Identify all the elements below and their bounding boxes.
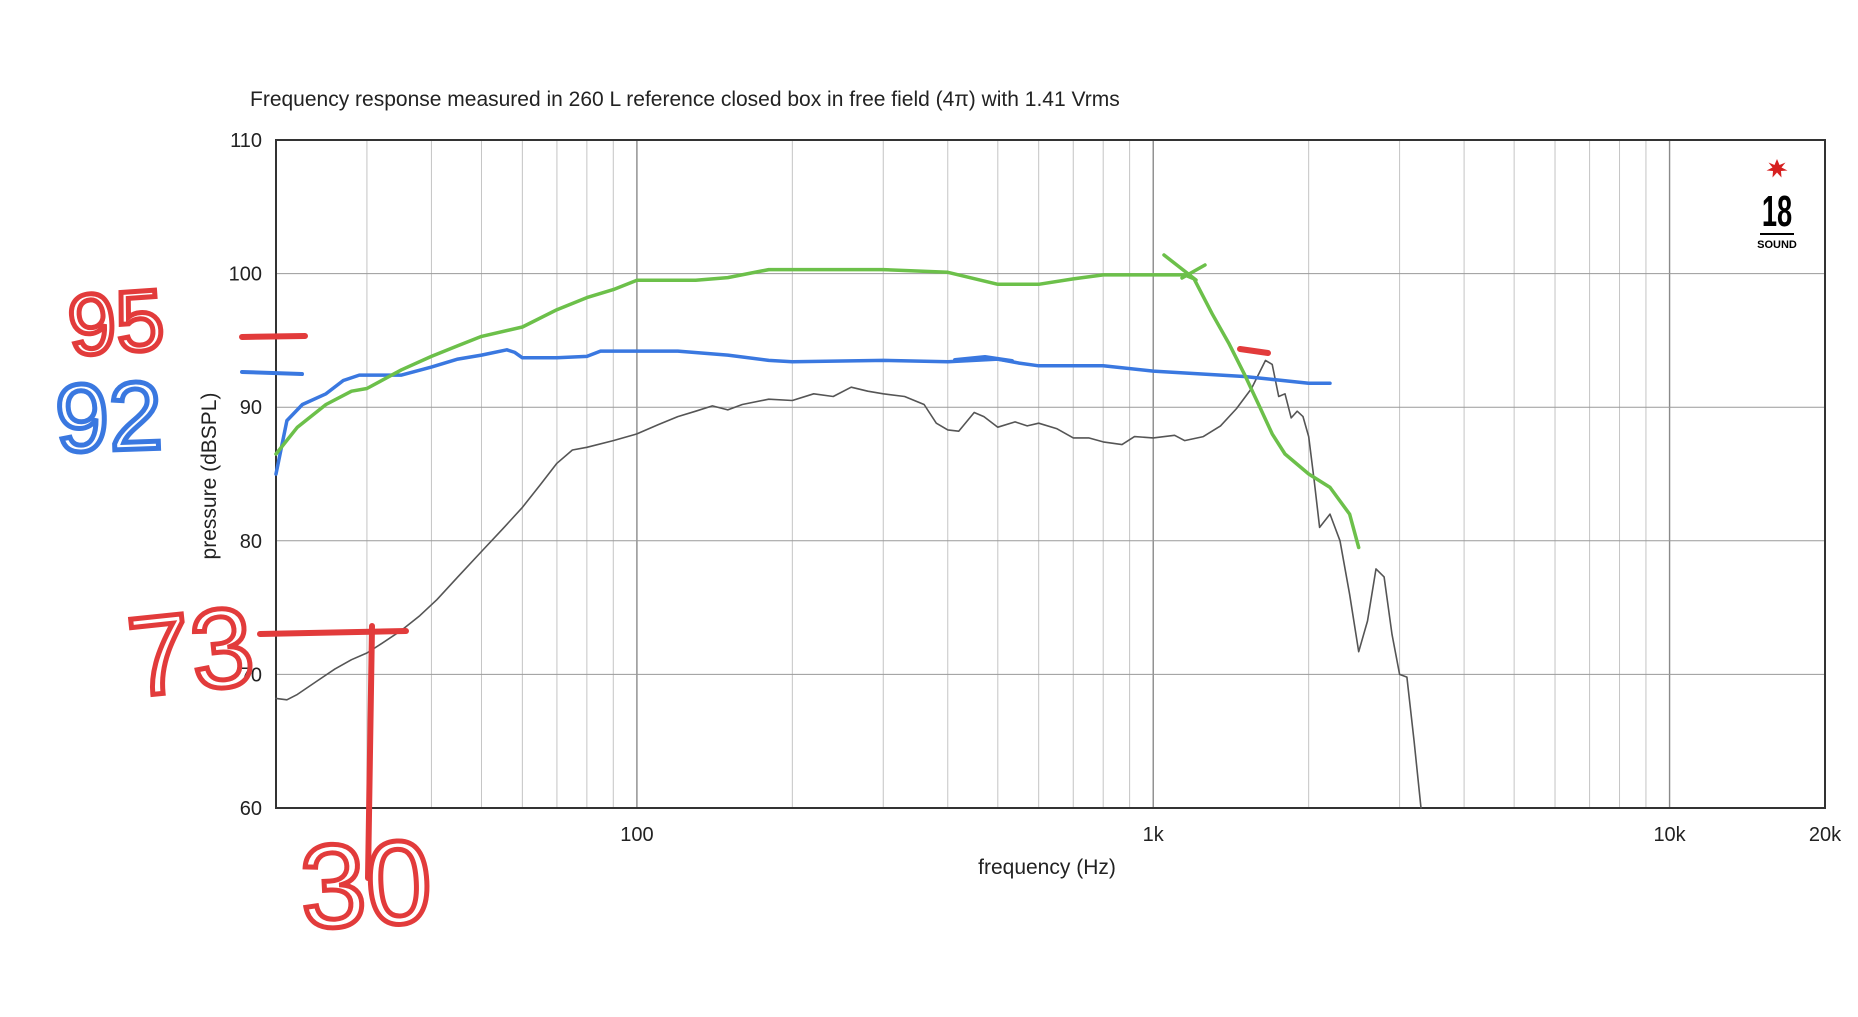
handwritten-dash (239, 333, 308, 340)
logo-divider (1760, 233, 1794, 235)
handwritten-vertical-line (365, 623, 375, 881)
x-axis-ticks: 100 1k 10k 20k (620, 824, 1842, 846)
annotation-series-line (274, 348, 1332, 476)
measured-series-line (275, 359, 1422, 809)
x-tick-label: 20k (1809, 824, 1842, 846)
series-layer (274, 267, 1422, 809)
x-axis-label: frequency (Hz) (978, 856, 1116, 879)
y-tick-label: 100 (229, 264, 262, 286)
handwritten-number: 95 (65, 272, 167, 374)
handwritten-number: 92 (54, 362, 164, 473)
brand-logo: 18 SOUND (1757, 159, 1797, 251)
x-tick-label: 1k (1143, 824, 1165, 846)
handwritten-dash (257, 628, 409, 637)
y-tick-label: 110 (230, 130, 262, 152)
x-tick-label: 10k (1653, 824, 1686, 846)
handwritten-dash (1237, 346, 1271, 356)
grid (276, 139, 1825, 809)
handwritten-mark (1180, 263, 1207, 280)
y-tick-label: 70 (240, 664, 262, 686)
logo-number: 18 (1762, 186, 1792, 235)
handwritten-mark (1162, 253, 1198, 282)
handwritten-number: 73 (122, 583, 259, 720)
chart-title: Frequency response measured in 260 L ref… (250, 88, 1120, 111)
plot-frame (275, 139, 1826, 809)
y-tick-label: 90 (240, 397, 262, 419)
y-axis-ticks: 60 70 80 90 100 110 (229, 130, 262, 820)
y-tick-label: 60 (240, 798, 262, 820)
star-icon (1766, 159, 1788, 178)
logo-subtext: SOUND (1757, 239, 1797, 251)
handwritten-dash (953, 355, 1014, 363)
x-tick-label: 100 (620, 824, 653, 846)
annotation-series-line (274, 267, 1361, 550)
y-axis-label: pressure (dBSPL) (198, 393, 221, 560)
y-tick-label: 80 (240, 531, 262, 553)
handwritten-dash (240, 370, 304, 376)
